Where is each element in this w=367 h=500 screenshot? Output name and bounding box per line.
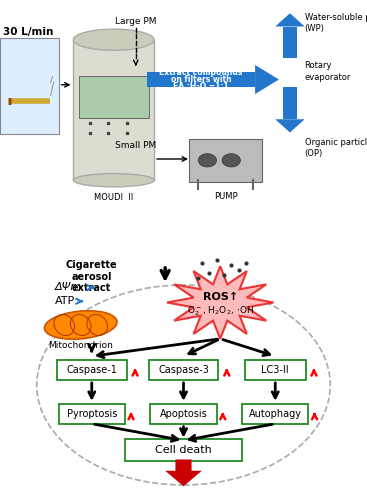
FancyBboxPatch shape [59, 404, 125, 424]
Circle shape [222, 154, 240, 167]
Circle shape [37, 285, 330, 485]
Text: Cigarette
aerosol
extract: Cigarette aerosol extract [66, 260, 117, 293]
FancyBboxPatch shape [57, 360, 127, 380]
Text: MOUDI  II: MOUDI II [94, 194, 133, 202]
Polygon shape [275, 13, 305, 26]
Bar [73, 40, 154, 180]
Text: Pyroptosis: Pyroptosis [66, 409, 117, 419]
Polygon shape [255, 65, 279, 94]
Text: Autophagy: Autophagy [249, 409, 302, 419]
Bar [283, 26, 297, 58]
Ellipse shape [44, 311, 117, 339]
Ellipse shape [73, 174, 154, 187]
Text: Large PM: Large PM [115, 16, 157, 26]
Ellipse shape [73, 29, 154, 50]
Polygon shape [167, 266, 273, 339]
FancyBboxPatch shape [242, 404, 308, 424]
FancyBboxPatch shape [245, 360, 305, 380]
Text: Caspase-3: Caspase-3 [158, 365, 209, 375]
Text: ΔΨm: ΔΨm [55, 282, 82, 292]
FancyBboxPatch shape [0, 38, 59, 134]
Text: Rotary
evaporator: Rotary evaporator [305, 62, 351, 82]
FancyBboxPatch shape [189, 139, 262, 182]
Text: Extract compounds: Extract compounds [159, 68, 243, 78]
Bar [283, 88, 297, 119]
Bar [147, 72, 255, 87]
Text: on filters with: on filters with [171, 75, 231, 84]
Text: Caspase-1: Caspase-1 [66, 365, 117, 375]
Polygon shape [165, 460, 202, 486]
FancyBboxPatch shape [79, 76, 149, 118]
FancyBboxPatch shape [149, 360, 218, 380]
Text: 30 L/min: 30 L/min [3, 27, 54, 37]
Text: Cell death: Cell death [155, 445, 212, 455]
Polygon shape [275, 119, 305, 132]
Text: EA :H₂O =1:1: EA :H₂O =1:1 [173, 82, 229, 92]
Text: ATP: ATP [55, 296, 75, 306]
Text: Mitochondrion: Mitochondrion [48, 340, 113, 349]
Text: LC3-II: LC3-II [261, 365, 289, 375]
Text: O$_2^-$, H$_2$O$_2$, $\cdot$OH: O$_2^-$, H$_2$O$_2$, $\cdot$OH [187, 304, 254, 318]
FancyBboxPatch shape [150, 404, 217, 424]
Text: Water-soluble particle extract
(WP): Water-soluble particle extract (WP) [305, 13, 367, 34]
Circle shape [198, 154, 217, 167]
Text: ROS↑: ROS↑ [203, 292, 238, 302]
Text: Apoptosis: Apoptosis [160, 409, 207, 419]
Text: Small PM: Small PM [115, 141, 156, 150]
Text: PUMP: PUMP [214, 192, 237, 200]
FancyBboxPatch shape [125, 439, 242, 461]
Text: Organic particle extract
(OP): Organic particle extract (OP) [305, 138, 367, 158]
